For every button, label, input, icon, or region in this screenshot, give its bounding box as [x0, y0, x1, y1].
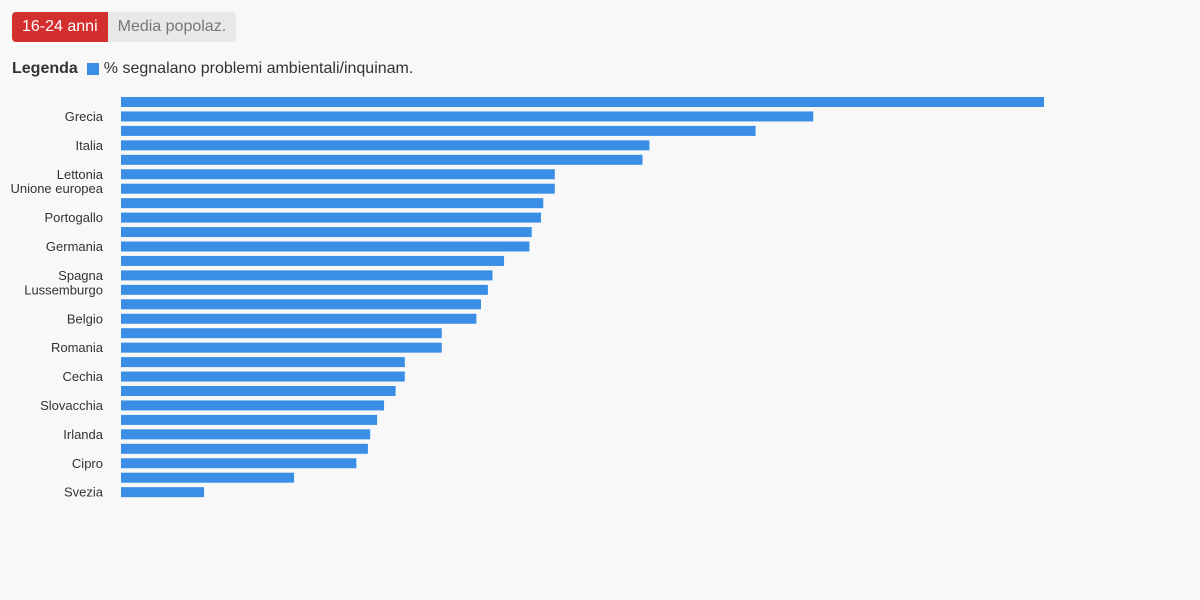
bar-27 — [121, 487, 205, 498]
category-label: Cechia — [63, 369, 104, 384]
bar-14 — [121, 299, 481, 310]
bar-18 — [121, 357, 405, 368]
bar-13 — [121, 284, 488, 295]
bar-15 — [121, 313, 477, 324]
bar-25 — [121, 458, 357, 469]
bar-6 — [121, 183, 555, 194]
bar-4 — [121, 154, 643, 165]
category-label: Cipro — [72, 456, 103, 471]
bar-11 — [121, 255, 505, 266]
bar-24 — [121, 443, 368, 454]
bar-10 — [121, 241, 530, 252]
bars-group — [121, 97, 1044, 498]
bar-21 — [121, 400, 385, 411]
bar-16 — [121, 328, 442, 339]
bar-8 — [121, 212, 541, 223]
category-label: Lettonia — [57, 167, 104, 182]
bar-9 — [121, 227, 532, 238]
bar-19 — [121, 371, 405, 382]
category-label: Grecia — [65, 109, 104, 124]
category-label: Slovacchia — [40, 398, 104, 413]
bar-3 — [121, 140, 650, 151]
bar-20 — [121, 386, 396, 396]
legend-title: Legenda — [12, 60, 78, 77]
category-label: Lussemburgo — [24, 282, 103, 297]
bar-1 — [121, 111, 814, 122]
category-label: Unione europea — [10, 181, 103, 196]
bar-26 — [121, 472, 295, 483]
bar-22 — [121, 414, 378, 425]
category-label: Belgio — [67, 311, 103, 326]
category-label: Italia — [76, 138, 104, 153]
legend-swatch — [86, 63, 99, 75]
chart-legend: Legenda % segnalano problemi ambientali/… — [12, 58, 413, 80]
view-tabs: 16-24 anni Media popolaz. — [12, 12, 237, 42]
category-label: Romania — [51, 340, 104, 355]
tab-media-popolazione[interactable]: Media popolaz. — [107, 12, 237, 42]
bar-2 — [121, 125, 756, 136]
legend-series-label: % segnalano problemi ambientali/inquinam… — [103, 60, 414, 77]
bar-12 — [121, 270, 493, 281]
category-label: Svezia — [64, 485, 104, 500]
tab-16-24-anni[interactable]: 16-24 anni — [12, 12, 108, 42]
category-label: Portogallo — [44, 210, 103, 225]
category-label: Germania — [46, 239, 104, 254]
category-label: Irlanda — [63, 427, 104, 442]
bar-7 — [121, 198, 544, 209]
category-label: Spagna — [58, 268, 104, 283]
bar-17 — [121, 342, 442, 353]
bar-5 — [121, 169, 555, 180]
bar-23 — [121, 429, 371, 440]
bar-0 — [121, 97, 1044, 107]
